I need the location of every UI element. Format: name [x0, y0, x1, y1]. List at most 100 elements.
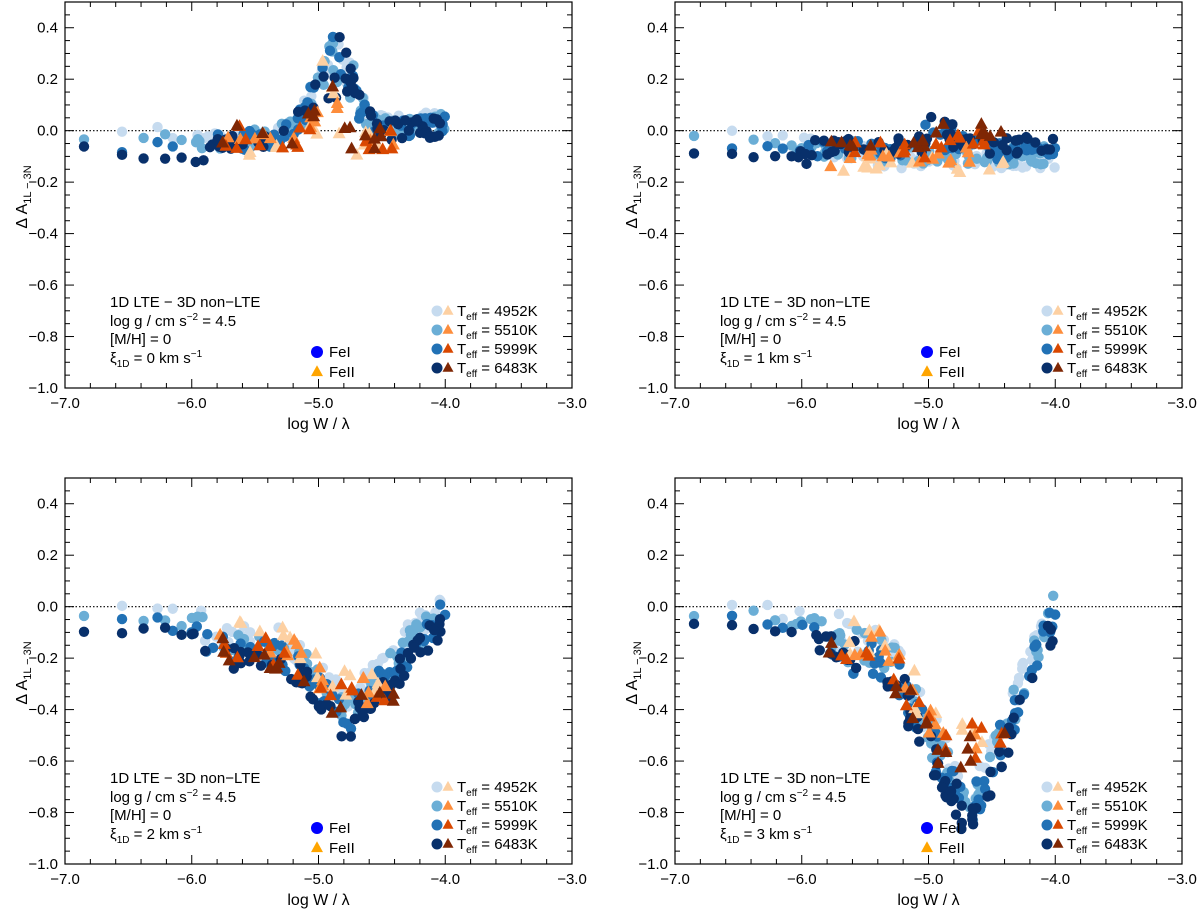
- y-tick-label: 0.2: [37, 547, 58, 564]
- legend-teff-circle: [1041, 305, 1053, 317]
- model-comparison-label: 1D LTE − 3D non−LTE: [110, 294, 260, 311]
- feI-point: [345, 63, 356, 74]
- y-tick-label: −0.4: [638, 702, 668, 719]
- feII-point: [873, 135, 887, 148]
- legend-teff-label: Teff = 6483K: [457, 836, 538, 856]
- feII-point: [873, 624, 887, 637]
- legend-teff-label: Teff = 5999K: [457, 817, 538, 837]
- feI-point: [896, 163, 907, 174]
- feII-point: [918, 150, 932, 163]
- feI-point: [1047, 590, 1059, 601]
- feI-point: [1011, 148, 1022, 159]
- feI-point: [338, 717, 349, 728]
- feI-point: [404, 625, 416, 636]
- feI-point: [797, 619, 808, 631]
- feI-point: [403, 125, 415, 136]
- feI-point: [152, 612, 163, 623]
- legend-feII-label: FeII: [329, 840, 355, 857]
- feI-point: [176, 620, 187, 632]
- x-axis-label: log W / λ: [287, 892, 349, 909]
- y-tick-label: 0.4: [37, 496, 58, 513]
- feI-point: [1008, 158, 1019, 169]
- feI-point: [204, 141, 216, 153]
- x-tick-label: −7.0: [50, 395, 80, 412]
- feI-point: [424, 131, 436, 142]
- feII-point: [892, 651, 906, 664]
- feI-point: [396, 132, 408, 144]
- logg-label: log g / cm s−2 = 4.5: [110, 312, 236, 330]
- feII-point: [330, 96, 344, 109]
- legend-teff-circle: [431, 324, 443, 336]
- x-tick-label: −4.0: [1040, 871, 1070, 888]
- feI-point: [899, 673, 910, 685]
- feI-point: [925, 111, 937, 123]
- metallicity-label: [M/H] = 0: [720, 331, 781, 348]
- feI-point: [1010, 135, 1021, 146]
- feII-point: [360, 696, 374, 709]
- feII-point: [934, 140, 948, 153]
- feI-point: [956, 800, 967, 811]
- feII-point: [955, 723, 969, 735]
- legend-teff-label: Teff = 5999K: [1067, 817, 1148, 837]
- feI-point: [994, 746, 1005, 757]
- feI-point: [951, 778, 962, 789]
- feII-point: [982, 162, 996, 175]
- model-comparison-label: 1D LTE − 3D non−LTE: [720, 294, 870, 311]
- microturbulence-label: ξ1D = 0 km s−1: [110, 349, 203, 370]
- feI-point: [1041, 144, 1053, 155]
- feII-point: [962, 155, 976, 167]
- feI-point: [920, 119, 931, 131]
- legend-teff-label: Teff = 5510K: [1067, 322, 1148, 342]
- feI-point: [278, 125, 289, 137]
- feII-point: [954, 760, 968, 773]
- feI-point: [422, 645, 434, 656]
- feI-point: [1014, 694, 1025, 706]
- feI-point: [769, 615, 781, 626]
- data-points: [78, 31, 450, 168]
- legend-teff-label: Teff = 6483K: [1067, 360, 1148, 380]
- feI-point: [394, 653, 406, 664]
- feI-point: [200, 645, 211, 657]
- legend-teff-label: Teff = 4952K: [1067, 779, 1148, 799]
- feI-point: [318, 79, 329, 91]
- feI-point: [434, 614, 446, 625]
- feI-point: [192, 611, 203, 622]
- feI-point: [176, 134, 187, 146]
- legend-teff-circle: [1041, 343, 1053, 355]
- feI-point: [394, 678, 405, 690]
- x-tick-label: −3.0: [1167, 871, 1197, 888]
- feI-point: [1008, 712, 1019, 723]
- feII-point: [358, 128, 372, 141]
- legend-teff-label: Teff = 4952K: [457, 303, 538, 323]
- legend-teff-circle: [431, 305, 443, 317]
- x-tick-label: −5.0: [304, 871, 334, 888]
- legend-teff-label: Teff = 6483K: [457, 360, 538, 380]
- legend-teff-triangle: [442, 304, 454, 315]
- data-points: [688, 590, 1061, 835]
- feII-point: [899, 698, 913, 711]
- feI-point: [994, 719, 1006, 731]
- x-tick-label: −6.0: [177, 871, 207, 888]
- feI-point: [159, 622, 171, 633]
- feI-point: [1049, 162, 1060, 173]
- legend-teff-triangle: [1052, 780, 1064, 791]
- feII-point: [864, 629, 878, 642]
- feI-point: [280, 665, 291, 677]
- feII-point: [889, 679, 903, 692]
- y-tick-label: −0.8: [638, 805, 668, 822]
- feII-point: [824, 134, 838, 147]
- feII-point: [313, 660, 327, 673]
- x-tick-label: −3.0: [1167, 395, 1197, 412]
- feII-point: [993, 735, 1007, 748]
- feI-point: [138, 615, 149, 627]
- logg-label: log g / cm s−2 = 4.5: [720, 788, 846, 806]
- feI-point: [889, 642, 900, 654]
- feI-point: [1044, 607, 1055, 618]
- legend-teff-circle: [431, 362, 443, 374]
- feI-point: [1003, 747, 1014, 758]
- feII-point: [247, 650, 261, 663]
- y-tick-label: 0.0: [37, 599, 58, 616]
- x-tick-label: −3.0: [557, 871, 587, 888]
- y-tick-label: −0.4: [28, 226, 58, 243]
- feII-point: [263, 131, 277, 144]
